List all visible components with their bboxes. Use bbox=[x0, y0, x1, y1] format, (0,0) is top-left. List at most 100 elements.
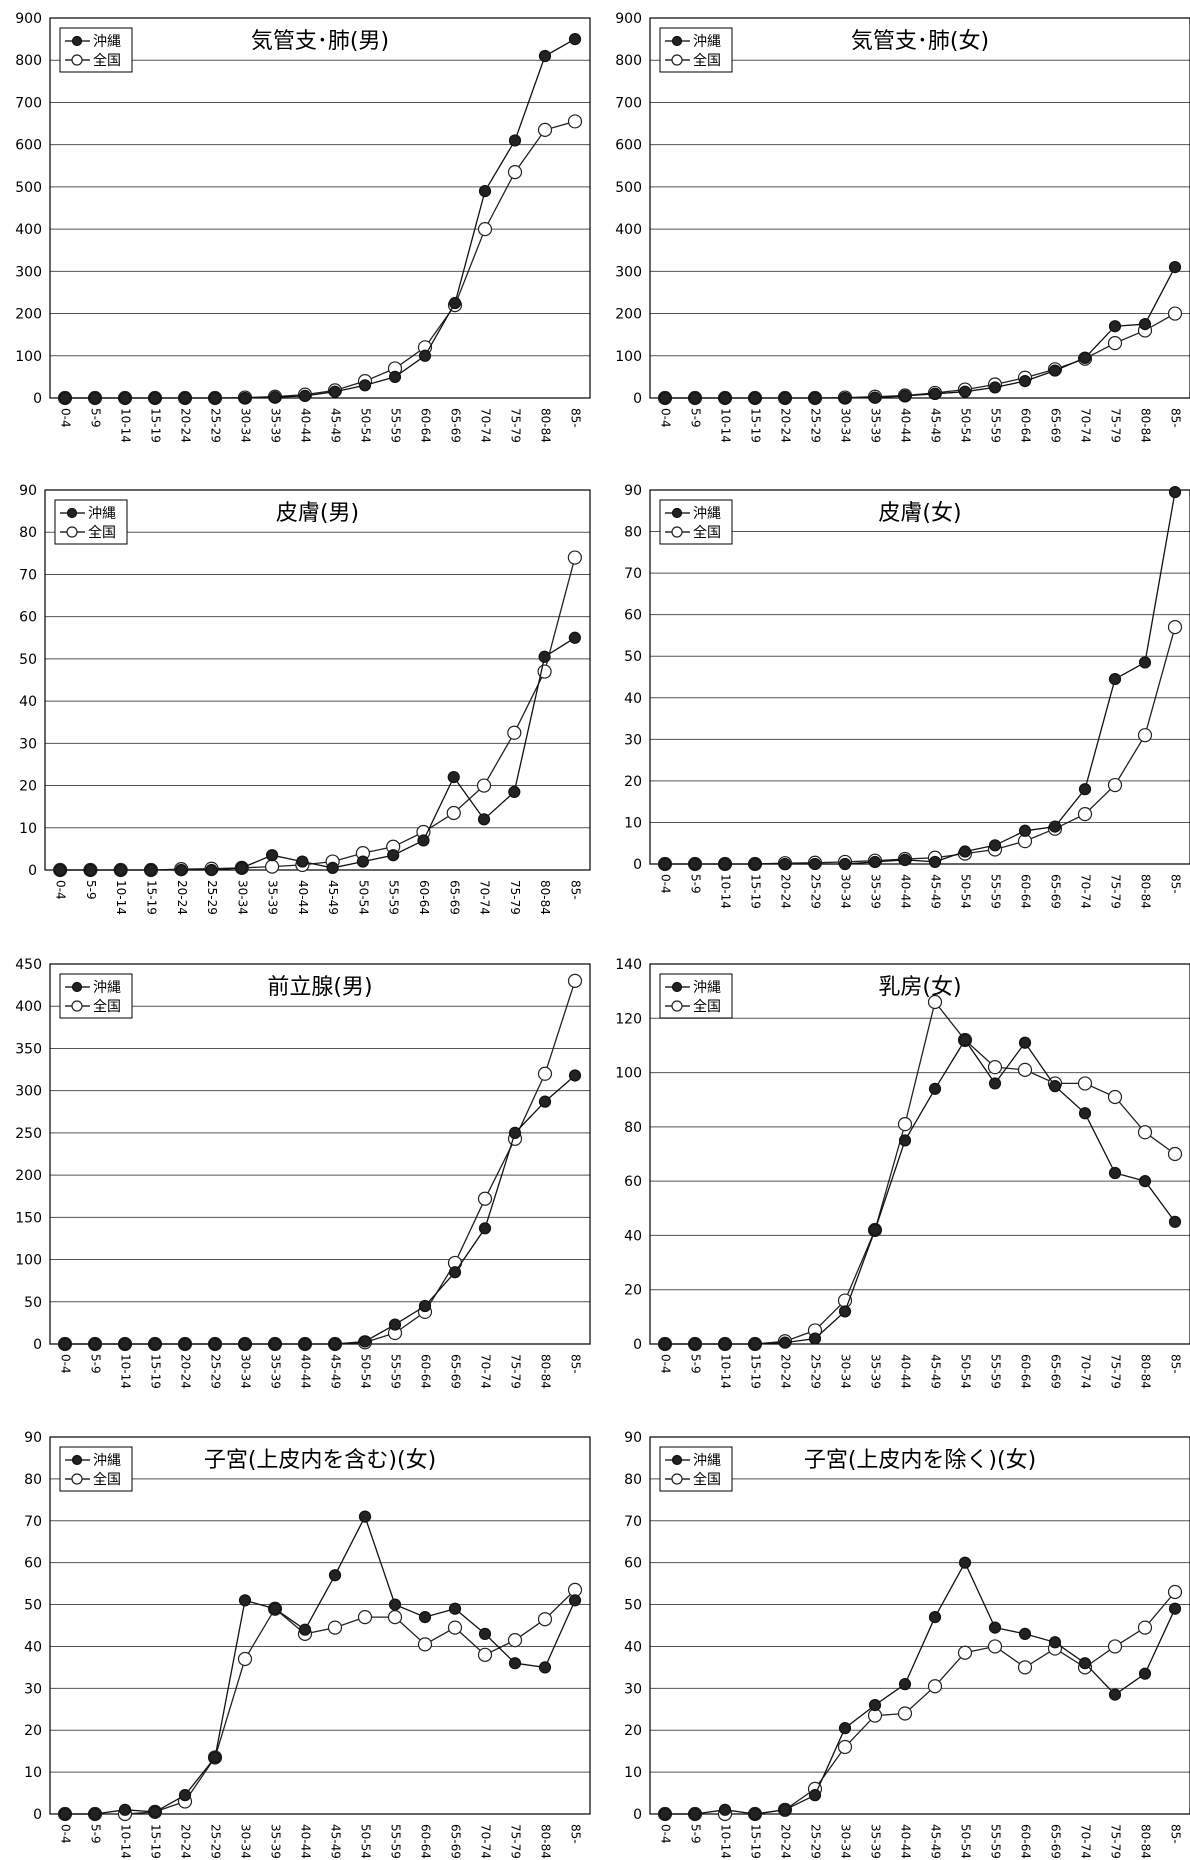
data-point-沖縄 bbox=[538, 1095, 552, 1108]
x-tick-label: 65-69 bbox=[447, 880, 461, 915]
data-point-沖縄 bbox=[178, 391, 192, 405]
x-tick-label: 65-69 bbox=[449, 1354, 463, 1389]
data-point-沖縄 bbox=[898, 853, 912, 866]
data-point-沖縄 bbox=[418, 349, 432, 362]
data-point-沖縄 bbox=[1168, 1215, 1182, 1228]
legend-box bbox=[54, 499, 128, 545]
series-line-全国 bbox=[65, 1589, 576, 1815]
x-tick-label: 30-34 bbox=[839, 1824, 853, 1859]
y-tick-label: 60 bbox=[19, 610, 37, 626]
data-point-沖縄 bbox=[898, 389, 912, 402]
x-tick-label: 0-4 bbox=[54, 880, 68, 900]
legend-box bbox=[659, 499, 733, 545]
x-tick-label: 40-44 bbox=[899, 874, 913, 909]
x-tick-label: 55-59 bbox=[989, 1354, 1003, 1389]
x-tick-label: 35-39 bbox=[869, 408, 883, 443]
x-tick-label: 85- bbox=[1169, 1824, 1183, 1844]
x-tick-label: 5-9 bbox=[84, 880, 98, 900]
x-tick-label: 30-34 bbox=[839, 874, 853, 909]
legend-marker bbox=[671, 1473, 683, 1485]
x-tick-label: 85- bbox=[569, 1824, 583, 1844]
x-tick-label: 10-14 bbox=[114, 880, 128, 915]
y-tick-label: 50 bbox=[624, 649, 642, 665]
y-tick-label: 500 bbox=[15, 180, 42, 196]
x-tick-label: 40-44 bbox=[299, 1354, 313, 1389]
data-point-全国 bbox=[477, 1647, 493, 1662]
data-point-全国 bbox=[1077, 1076, 1093, 1091]
x-tick-label: 30-34 bbox=[239, 1824, 253, 1859]
y-tick-label: 80 bbox=[19, 525, 37, 541]
x-tick-label: 60-64 bbox=[419, 1354, 433, 1389]
data-point-沖縄 bbox=[1018, 1036, 1032, 1049]
x-tick-label: 55-59 bbox=[387, 880, 401, 915]
x-tick-label: 30-34 bbox=[239, 408, 253, 443]
x-tick-label: 85- bbox=[569, 1354, 583, 1374]
y-tick-label: 0 bbox=[33, 391, 42, 407]
data-point-全国 bbox=[957, 1645, 973, 1660]
data-point-沖縄 bbox=[868, 1698, 882, 1712]
data-point-全国 bbox=[897, 1706, 913, 1721]
y-tick-label: 500 bbox=[615, 180, 642, 196]
x-tick-label: 50-54 bbox=[359, 408, 373, 443]
chart-panel-1: 0 100 200 300 400 500 600 700 800 900 0-4 5-9 10-14 1… bbox=[15, 11, 591, 443]
legend-label: 全国 bbox=[93, 998, 121, 1015]
data-point-沖縄 bbox=[388, 370, 402, 383]
x-tick-label: 0-4 bbox=[659, 874, 673, 894]
data-point-沖縄 bbox=[568, 631, 581, 644]
data-point-全国 bbox=[507, 1633, 523, 1648]
data-point-沖縄 bbox=[268, 391, 282, 404]
x-tick-label: 70-74 bbox=[1079, 1824, 1093, 1859]
data-point-沖縄 bbox=[118, 391, 132, 405]
data-point-全国 bbox=[1167, 1584, 1183, 1600]
data-point-沖縄 bbox=[508, 1657, 522, 1670]
x-tick-label: 45-49 bbox=[329, 408, 343, 443]
x-tick-label: 45-49 bbox=[929, 874, 943, 909]
legend-marker bbox=[671, 35, 683, 47]
legend-label: 沖縄 bbox=[693, 34, 721, 50]
data-point-全国 bbox=[477, 222, 493, 237]
x-tick-label: 70-74 bbox=[1079, 1354, 1093, 1389]
x-tick-label: 15-19 bbox=[149, 1824, 163, 1859]
y-tick-label: 90 bbox=[624, 483, 642, 499]
data-point-沖縄 bbox=[326, 861, 339, 874]
data-point-沖縄 bbox=[328, 385, 342, 398]
y-tick-label: 20 bbox=[19, 779, 37, 795]
x-tick-label: 55-59 bbox=[389, 408, 403, 443]
x-tick-label: 80-84 bbox=[1139, 1354, 1153, 1389]
data-point-沖縄 bbox=[298, 1623, 312, 1636]
legend-marker bbox=[71, 54, 83, 66]
y-tick-label: 20 bbox=[624, 774, 642, 790]
x-tick-label: 25-29 bbox=[205, 880, 219, 915]
x-tick-label: 70-74 bbox=[1079, 874, 1093, 909]
data-point-沖縄 bbox=[718, 391, 732, 405]
x-tick-label: 75-79 bbox=[1109, 874, 1123, 909]
data-point-沖縄 bbox=[88, 391, 102, 405]
y-tick-label: 90 bbox=[24, 1430, 42, 1446]
chart-title: 皮膚(男) bbox=[276, 501, 359, 526]
data-point-沖縄 bbox=[178, 1337, 192, 1351]
data-point-全国 bbox=[327, 1620, 343, 1635]
plot-frame bbox=[649, 963, 1190, 1345]
data-point-沖縄 bbox=[718, 857, 732, 871]
data-point-全国 bbox=[1167, 1146, 1183, 1162]
series-line-沖縄 bbox=[665, 1038, 1176, 1345]
x-tick-label: 60-64 bbox=[419, 408, 433, 443]
x-tick-label: 50-54 bbox=[959, 1824, 973, 1859]
legend-marker bbox=[71, 1473, 83, 1485]
x-tick-label: 5-9 bbox=[689, 1824, 703, 1844]
x-tick-label: 40-44 bbox=[899, 1824, 913, 1859]
x-tick-label: 0-4 bbox=[659, 408, 673, 428]
x-tick-label: 0-4 bbox=[659, 1354, 673, 1374]
x-tick-label: 45-49 bbox=[929, 408, 943, 443]
x-tick-label: 15-19 bbox=[749, 1824, 763, 1859]
data-point-全国 bbox=[1167, 620, 1183, 635]
x-tick-label: 45-49 bbox=[329, 1354, 343, 1389]
x-tick-label: 20-24 bbox=[179, 1354, 193, 1389]
y-tick-label: 300 bbox=[15, 264, 42, 280]
plot-frame bbox=[49, 1436, 591, 1815]
x-tick-label: 80-84 bbox=[539, 1354, 553, 1389]
data-point-全国 bbox=[1107, 1639, 1123, 1654]
x-tick-label: 65-69 bbox=[1049, 408, 1063, 443]
data-point-沖縄 bbox=[868, 855, 882, 869]
data-point-全国 bbox=[507, 725, 522, 740]
